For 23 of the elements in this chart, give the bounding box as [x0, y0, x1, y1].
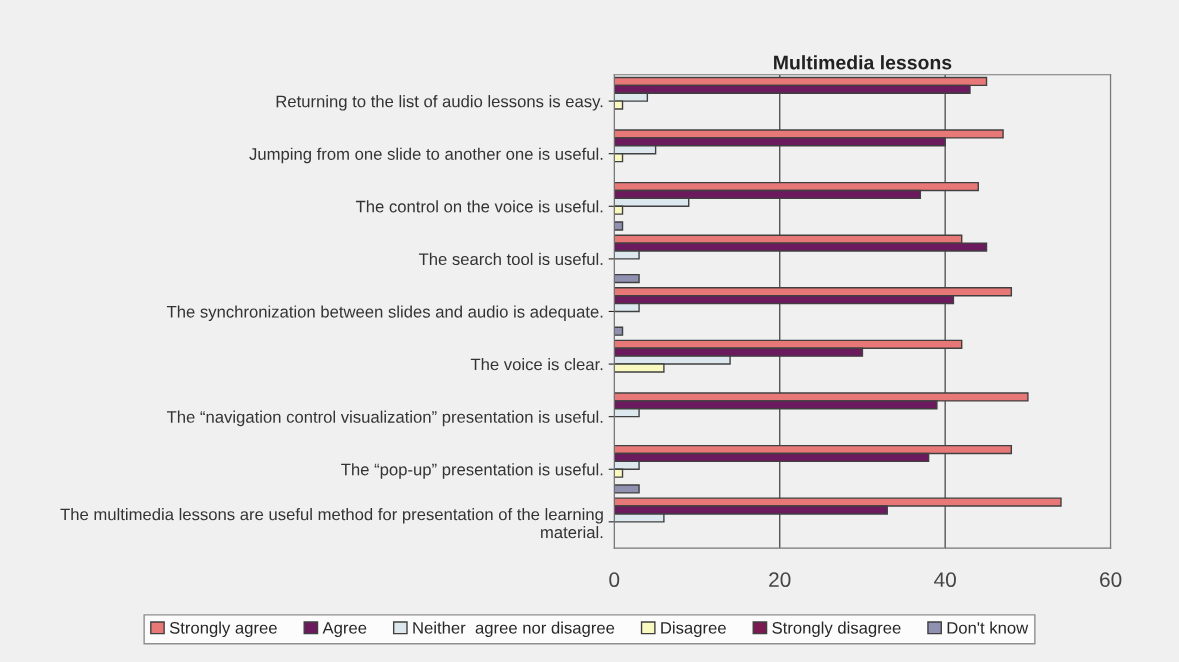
- y-tick-label: The voice is clear.: [470, 358, 603, 371]
- x-tick-label: 0: [609, 572, 620, 588]
- legend-label: Don't know: [947, 621, 1029, 634]
- y-tick-label: The “pop-up” presentation is useful.: [341, 463, 603, 479]
- bar: [614, 484, 640, 494]
- x-tick-label: 40: [934, 572, 956, 588]
- bar: [614, 273, 640, 284]
- y-tick-label: The search tool is useful.: [418, 252, 603, 266]
- legend-label: Disagree: [661, 621, 726, 638]
- y-tick-label: Jumping from one slide to another one is useful.: [249, 147, 603, 164]
- legend-label: Neither agree nor disagree: [413, 621, 615, 638]
- y-tick-label: Returning to the list of audio lessons is easy.: [276, 95, 603, 111]
- x-tick-label: 60: [1100, 572, 1122, 588]
- chart-title: Multimedia lessons: [774, 55, 952, 70]
- y-tick-label: The “navigation control visualization” presentation is useful.: [166, 410, 603, 427]
- x-tick-label: 20: [769, 572, 791, 588]
- legend-label: Strongly agree: [169, 621, 277, 638]
- y-tick-label: The synchronization between slides and audio is adequate.: [166, 305, 603, 321]
- legend-label: Strongly disagree: [772, 621, 901, 638]
- y-tick-label: The multimedia lessons are useful method for presentation of the learning material.: [60, 508, 603, 539]
- legend-label: Agree: [322, 622, 367, 638]
- y-tick-label: The control on the voice is useful.: [355, 200, 603, 213]
- bar: [614, 221, 624, 231]
